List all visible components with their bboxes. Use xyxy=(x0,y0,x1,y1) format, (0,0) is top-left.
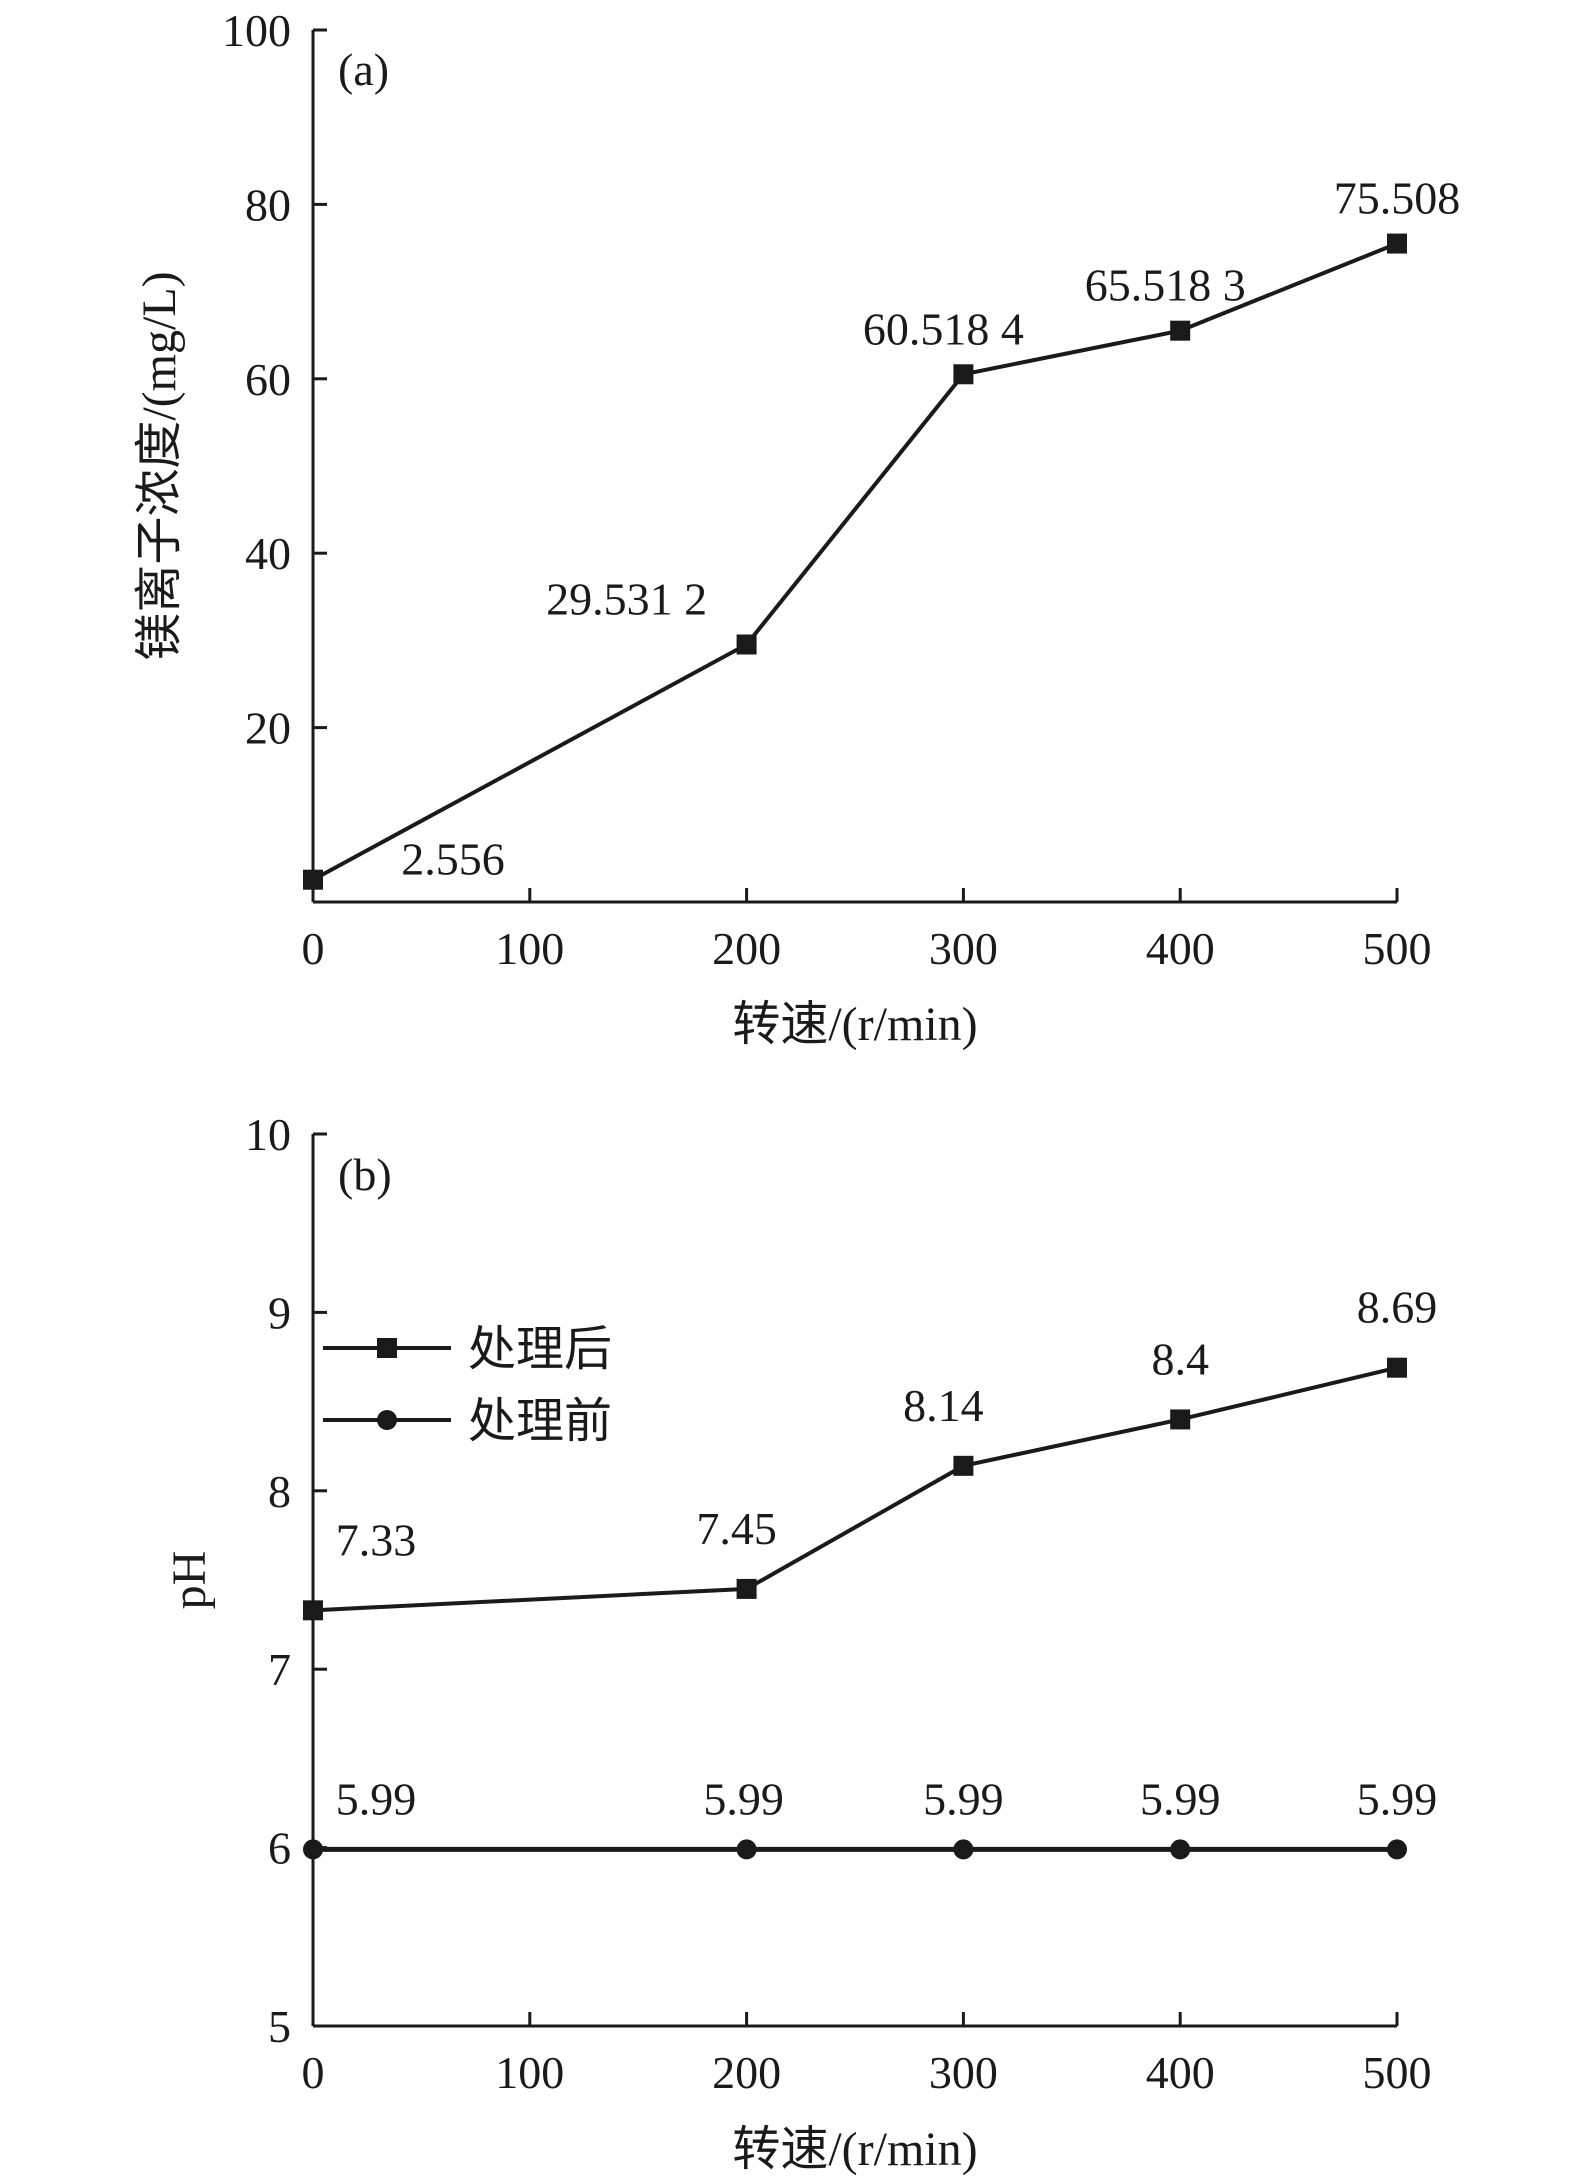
x-tick-label: 300 xyxy=(929,923,998,974)
data-label: 8.4 xyxy=(1151,1333,1209,1384)
y-tick-label: 6 xyxy=(268,1823,291,1874)
legend-marker xyxy=(377,1338,397,1358)
y-tick-label: 80 xyxy=(245,179,291,230)
y-tick-label: 7 xyxy=(268,1644,291,1695)
y-axis-label: pH xyxy=(163,1551,216,1610)
series-0: 2.556 29.531 2 60.518 4 65.518 3 75.508 xyxy=(303,173,1460,890)
data-point xyxy=(953,1839,974,1860)
x-tick-label: 500 xyxy=(1363,2047,1432,2098)
x-tick-label: 100 xyxy=(495,2047,564,2098)
x-tick-label: 300 xyxy=(929,2047,998,2098)
data-point xyxy=(1170,320,1191,341)
series-1: 5.99 5.99 5.99 5.99 5.99 xyxy=(303,1773,1438,1860)
data-label: 65.518 3 xyxy=(1085,260,1246,311)
data-point xyxy=(1387,1357,1407,1378)
data-label: 5.99 xyxy=(703,1773,784,1824)
data-point xyxy=(736,1578,757,1599)
data-label: 5.99 xyxy=(1140,1773,1221,1824)
data-point xyxy=(736,634,757,655)
legend-label: 处理前 xyxy=(468,1395,612,1448)
data-label: 75.508 xyxy=(1334,173,1461,224)
y-axis-label: 镁离子浓度/(mg/L) xyxy=(133,271,186,660)
x-tick-label: 500 xyxy=(1363,923,1432,974)
panel-label: (b) xyxy=(338,1149,392,1200)
y-tick-label: 8 xyxy=(268,1466,291,1517)
data-label: 7.45 xyxy=(696,1503,777,1554)
legend-label: 处理后 xyxy=(468,1323,612,1376)
x-axis-label: 转速/(r/min) xyxy=(732,998,977,1051)
data-label: 7.33 xyxy=(336,1514,417,1565)
data-point xyxy=(953,1455,974,1476)
x-tick-label: 400 xyxy=(1146,923,1215,974)
y-tick-label: 40 xyxy=(245,528,291,579)
data-label: 2.556 xyxy=(401,834,505,885)
data-point xyxy=(736,1839,757,1860)
data-point xyxy=(1387,233,1407,254)
y-tick-label: 60 xyxy=(245,354,291,405)
legend-marker xyxy=(377,1410,397,1430)
data-point xyxy=(303,1600,323,1621)
panel-label: (a) xyxy=(338,44,389,95)
data-label: 8.69 xyxy=(1357,1282,1438,1333)
data-label: 5.99 xyxy=(923,1773,1004,1824)
x-tick-label: 200 xyxy=(712,2047,781,2098)
data-point xyxy=(1387,1839,1407,1860)
y-tick-label: 5 xyxy=(268,2001,291,2052)
data-point xyxy=(1170,1409,1191,1430)
y-tick-label: 100 xyxy=(222,5,291,56)
data-point xyxy=(1170,1839,1191,1860)
legend-item: 处理后 xyxy=(323,1323,612,1376)
legend-item: 处理前 xyxy=(323,1395,612,1448)
data-label: 60.518 4 xyxy=(863,303,1024,354)
chart-panel-a: 20 40 60 80 100 0 100 200 300 400 500 转速/(r/min) 镁离子… xyxy=(133,5,1460,1051)
y-tick-label: 20 xyxy=(245,703,291,754)
y-tick-label: 9 xyxy=(268,1287,291,1338)
data-point xyxy=(303,1839,323,1860)
data-point xyxy=(953,364,974,385)
x-tick-label: 100 xyxy=(495,923,564,974)
x-tick-label: 0 xyxy=(302,2047,325,2098)
y-tick-label: 10 xyxy=(245,1109,291,1160)
x-axis-label: 转速/(r/min) xyxy=(732,2123,977,2176)
series-line xyxy=(312,241,1398,882)
data-label: 5.99 xyxy=(1357,1773,1438,1824)
data-label: 8.14 xyxy=(903,1380,984,1431)
series-0: 7.33 7.45 8.14 8.4 8.69 xyxy=(303,1282,1437,1621)
data-label: 5.99 xyxy=(336,1773,417,1824)
data-point xyxy=(303,869,323,890)
x-tick-label: 200 xyxy=(712,923,781,974)
data-label: 29.531 2 xyxy=(546,573,707,624)
x-tick-label: 0 xyxy=(302,923,325,974)
x-tick-label: 400 xyxy=(1146,2047,1215,2098)
